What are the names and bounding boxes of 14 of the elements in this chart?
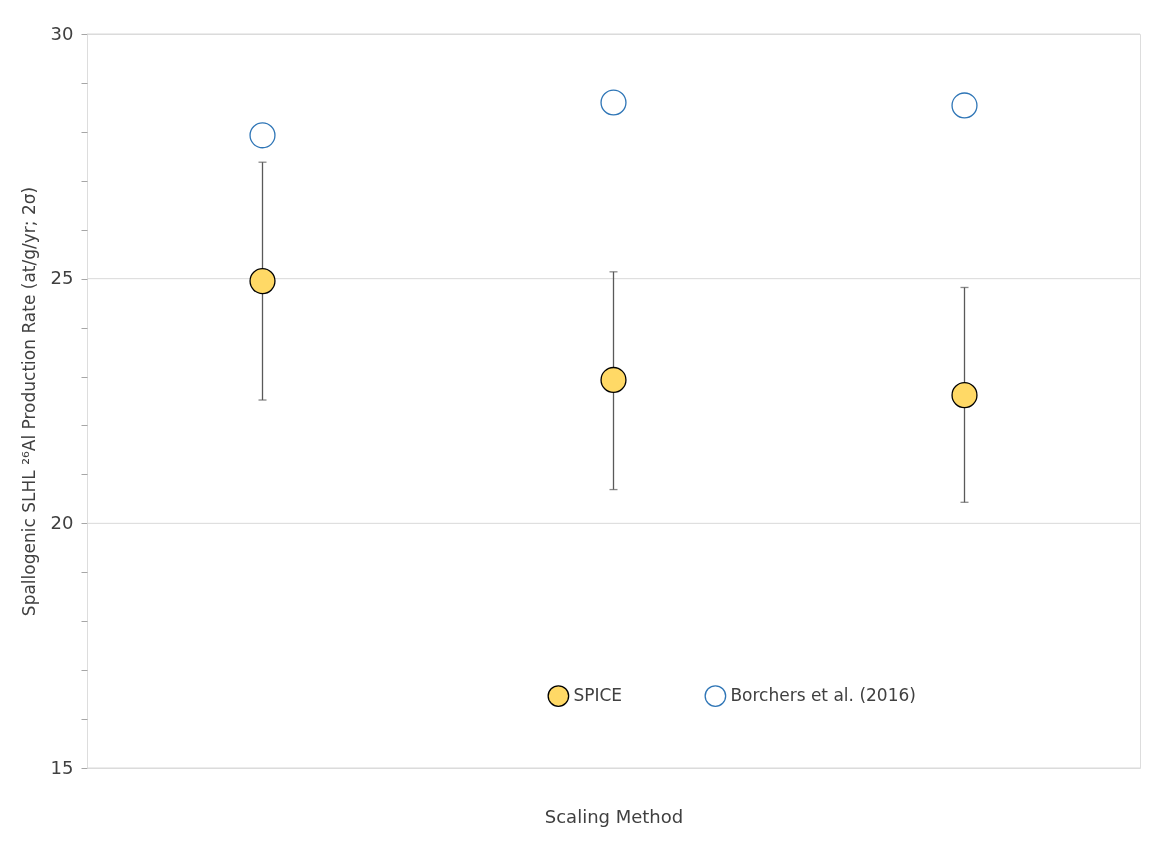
- x-axis-title: Scaling Method: [544, 805, 684, 827]
- y-tick-label: 20: [50, 511, 74, 533]
- point: [951, 382, 978, 409]
- point: [600, 89, 627, 116]
- legend-label: SPICE: [573, 685, 623, 706]
- y-axis-title: Spallogenic SLHL ²⁶Al Production Rate (at/g/yr; 2σ): [18, 186, 39, 617]
- point: [951, 92, 978, 119]
- y-tick-label: 30: [50, 22, 74, 44]
- y-tick-label: 15: [50, 756, 74, 778]
- point: [249, 268, 276, 295]
- legend-label: Borchers et al. (2016): [730, 685, 916, 706]
- point: [249, 122, 276, 149]
- y-tick-label: 25: [50, 267, 74, 289]
- point: [600, 366, 627, 394]
